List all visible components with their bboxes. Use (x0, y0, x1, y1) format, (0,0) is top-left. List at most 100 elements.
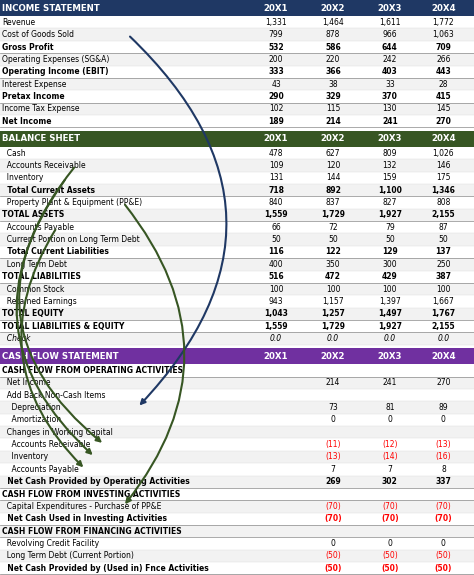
Text: 89: 89 (438, 403, 448, 412)
Bar (0, 196, 474, 209)
Text: 1,257: 1,257 (321, 309, 345, 319)
Text: Inventory: Inventory (2, 453, 48, 462)
Text: TOTAL LIABILITIES & EQUITY: TOTAL LIABILITIES & EQUITY (2, 321, 124, 331)
Text: 20X1: 20X1 (264, 135, 288, 143)
Bar (0, 332, 474, 344)
Text: 242: 242 (383, 55, 397, 64)
Text: Current Portion on Long Term Debt: Current Portion on Long Term Debt (2, 235, 140, 244)
Bar (0, 221, 474, 233)
Text: 266: 266 (436, 55, 451, 64)
Text: Cost of Goods Sold: Cost of Goods Sold (2, 30, 74, 39)
Text: 81: 81 (385, 403, 395, 412)
Text: 0: 0 (330, 539, 336, 548)
Bar (0, 246, 474, 258)
Text: 1,063: 1,063 (433, 30, 454, 39)
Text: 333: 333 (268, 67, 284, 76)
Text: 2,155: 2,155 (432, 321, 455, 331)
Text: Operating Income (EBIT): Operating Income (EBIT) (2, 67, 109, 76)
Bar (0, 295, 474, 308)
Text: Long Term Debt (Current Portion): Long Term Debt (Current Portion) (2, 551, 134, 561)
Text: 20X4: 20X4 (431, 135, 456, 143)
Text: 144: 144 (326, 173, 340, 182)
Text: (50): (50) (436, 551, 451, 561)
Text: 0: 0 (441, 415, 446, 424)
Bar (0, 320, 474, 332)
Text: Long Term Debt: Long Term Debt (2, 260, 67, 269)
Text: 73: 73 (328, 403, 338, 412)
Text: 132: 132 (383, 161, 397, 170)
Text: Amortization: Amortization (2, 415, 61, 424)
Text: 33: 33 (385, 79, 395, 89)
Text: 50: 50 (328, 235, 338, 244)
Text: 1,611: 1,611 (379, 18, 401, 27)
Text: Pretax Income: Pretax Income (2, 92, 64, 101)
Text: (50): (50) (381, 564, 399, 573)
Text: Income Tax Expense: Income Tax Expense (2, 104, 80, 113)
Text: 1,667: 1,667 (433, 297, 454, 306)
Text: 1,767: 1,767 (431, 309, 456, 319)
Text: 350: 350 (326, 260, 340, 269)
Text: (70): (70) (324, 514, 342, 523)
Text: 122: 122 (325, 247, 341, 256)
Text: 1,559: 1,559 (264, 210, 288, 220)
Text: Net Cash Provided by Operating Activities: Net Cash Provided by Operating Activitie… (2, 477, 190, 486)
Text: 1,772: 1,772 (433, 18, 454, 27)
Text: 329: 329 (325, 92, 341, 101)
Text: 0: 0 (441, 539, 446, 548)
Text: CASH FLOW FROM OPERATING ACTIVITIES: CASH FLOW FROM OPERATING ACTIVITIES (2, 366, 183, 375)
Text: 472: 472 (325, 272, 341, 281)
Text: 1,927: 1,927 (378, 321, 402, 331)
Text: 241: 241 (383, 378, 397, 388)
Bar (0, 426, 474, 438)
Text: 102: 102 (269, 104, 283, 113)
Text: Total Current Liabilities: Total Current Liabilities (2, 247, 109, 256)
Bar (0, 401, 474, 413)
Text: 159: 159 (383, 173, 397, 182)
Text: (50): (50) (325, 551, 341, 561)
Text: (70): (70) (381, 514, 399, 523)
Text: 7: 7 (330, 465, 336, 474)
Text: 1,497: 1,497 (378, 309, 402, 319)
Bar (0, 308, 474, 320)
Text: Net Income: Net Income (2, 378, 50, 388)
Bar (0, 438, 474, 451)
Text: Depreciation: Depreciation (2, 403, 61, 412)
Text: 20X2: 20X2 (321, 3, 345, 13)
Bar (0, 364, 474, 377)
Text: 79: 79 (385, 223, 395, 232)
Text: Accounts Payable: Accounts Payable (2, 223, 74, 232)
Text: 2,155: 2,155 (432, 210, 455, 220)
Text: 100: 100 (269, 285, 283, 294)
Text: 1,927: 1,927 (378, 210, 402, 220)
Bar (0, 476, 474, 488)
Text: Interest Expense: Interest Expense (2, 79, 66, 89)
Text: (16): (16) (436, 453, 451, 462)
Text: Accounts Receivable: Accounts Receivable (2, 161, 85, 170)
Text: 827: 827 (383, 198, 397, 207)
Text: 8: 8 (441, 465, 446, 474)
Text: 302: 302 (382, 477, 398, 486)
Text: 718: 718 (268, 186, 284, 195)
Bar (0, 348, 474, 364)
Bar (0, 270, 474, 283)
Text: 1,026: 1,026 (433, 148, 454, 158)
Text: Inventory: Inventory (2, 173, 43, 182)
Text: TOTAL ASSETS: TOTAL ASSETS (2, 210, 64, 220)
Text: 443: 443 (436, 67, 451, 76)
Text: 20X4: 20X4 (431, 3, 456, 13)
Text: 87: 87 (438, 223, 448, 232)
Text: Net Cash Used in Investing Activities: Net Cash Used in Investing Activities (2, 514, 167, 523)
Text: 28: 28 (438, 79, 448, 89)
Text: 1,331: 1,331 (265, 18, 287, 27)
Bar (0, 53, 474, 66)
Text: 20X3: 20X3 (378, 135, 402, 143)
Bar (0, 16, 474, 28)
Bar (0, 562, 474, 574)
Text: 116: 116 (268, 247, 284, 256)
Text: Property Plant & Equipment (PP&E): Property Plant & Equipment (PP&E) (2, 198, 142, 207)
Text: (50): (50) (382, 551, 398, 561)
Text: 337: 337 (436, 477, 451, 486)
Text: Net Income: Net Income (2, 117, 51, 126)
Text: CASH FLOW STATEMENT: CASH FLOW STATEMENT (2, 352, 118, 361)
Text: CASH FLOW FROM INVESTING ACTIVITIES: CASH FLOW FROM INVESTING ACTIVITIES (2, 489, 180, 499)
